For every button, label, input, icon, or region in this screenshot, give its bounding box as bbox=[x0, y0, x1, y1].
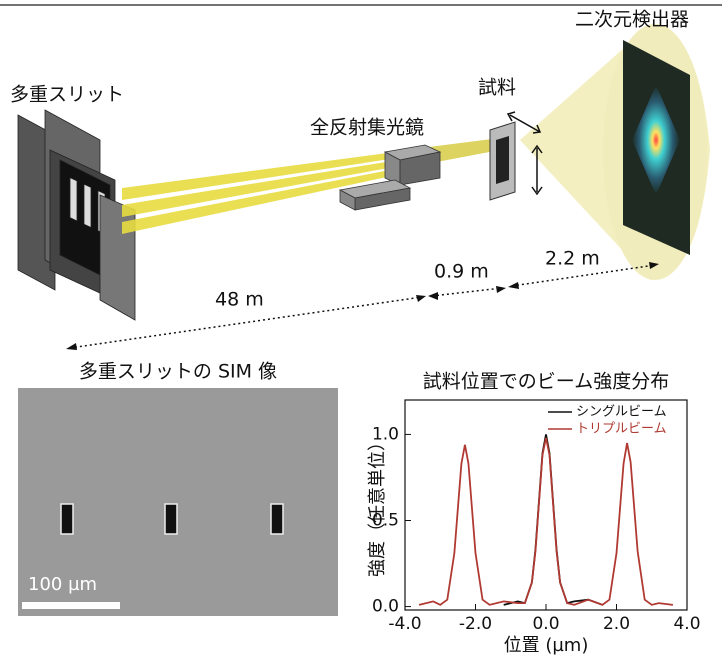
x-tick-label: 4.0 bbox=[673, 614, 700, 634]
label: 試料 bbox=[478, 77, 516, 99]
sim-slits bbox=[60, 503, 284, 535]
legend-label: シングルビーム bbox=[576, 405, 667, 420]
motion-arrows bbox=[506, 111, 543, 196]
detector-pattern bbox=[632, 85, 680, 195]
chart-title: 試料位置でのビーム強度分布 bbox=[423, 371, 669, 393]
x-tick-label: 0.0 bbox=[532, 614, 559, 634]
x-tick-label: -4.0 bbox=[388, 614, 421, 634]
label: 多重スリット bbox=[10, 84, 124, 106]
beams bbox=[122, 138, 500, 234]
distance-lines bbox=[69, 264, 656, 349]
label: 二次元検出器 bbox=[575, 9, 689, 31]
label: 全反射集光鏡 bbox=[310, 117, 424, 139]
distance-label: 48 m bbox=[215, 289, 264, 311]
x-tick-label: 2.0 bbox=[603, 614, 630, 634]
scale-label: 100 µm bbox=[28, 574, 97, 595]
series-line bbox=[503, 434, 603, 606]
mirrors bbox=[338, 144, 442, 211]
series-line bbox=[418, 437, 674, 606]
sim-image bbox=[18, 388, 338, 616]
y-tick-label: 0.0 bbox=[372, 597, 399, 617]
sim-title: 多重スリットの SIM 像 bbox=[79, 361, 277, 383]
scale-bar bbox=[22, 602, 120, 609]
y-tick-label: 0.5 bbox=[372, 510, 399, 530]
sample-window bbox=[496, 136, 509, 184]
distance-label: 2.2 m bbox=[545, 248, 600, 270]
distance-arrowheads bbox=[66, 262, 659, 350]
x-tick-label: -2.0 bbox=[459, 614, 492, 634]
y-tick-label: 1.0 bbox=[372, 424, 399, 444]
legend-label: トリプルビーム bbox=[576, 422, 667, 437]
distance-label: 0.9 m bbox=[434, 261, 489, 283]
multi-slit bbox=[17, 109, 136, 321]
x-axis-label: 位置 (µm) bbox=[504, 635, 589, 656]
y-axis-label: 強度（任意単位） bbox=[367, 433, 388, 577]
